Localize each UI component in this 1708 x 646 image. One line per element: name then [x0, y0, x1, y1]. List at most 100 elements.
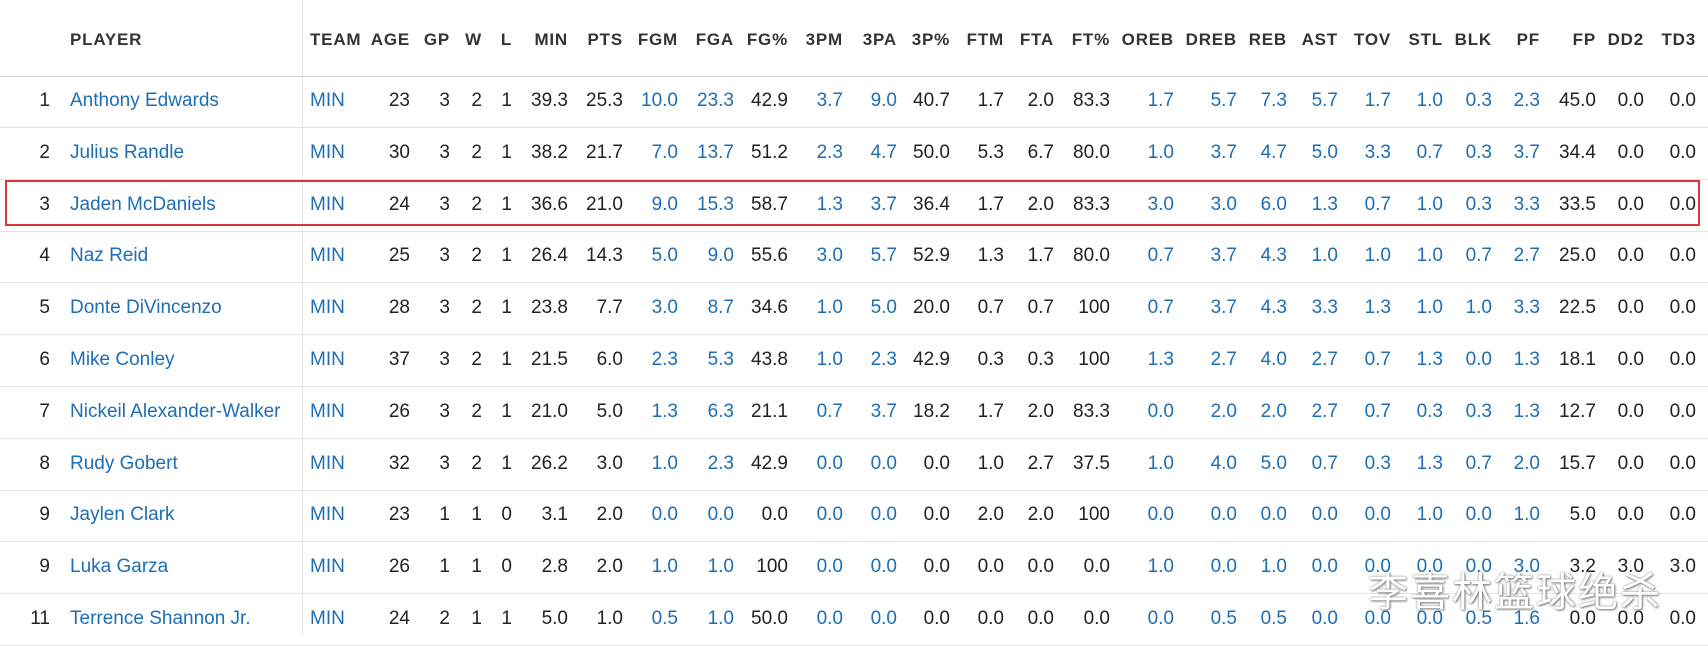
fgm-cell[interactable]: 0.5: [651, 608, 678, 629]
col-header-w[interactable]: W: [465, 30, 482, 49]
fgm-cell[interactable]: 10.0: [641, 90, 678, 111]
tpa-cell[interactable]: 5.0: [870, 297, 897, 319]
col-header-dreb[interactable]: DREB: [1185, 30, 1237, 49]
col-header-fgm[interactable]: FGM: [637, 30, 678, 49]
fgm-cell[interactable]: 9.0: [651, 193, 678, 215]
tpm-cell[interactable]: 1.0: [816, 297, 843, 319]
ast-cell[interactable]: 0.0: [1311, 556, 1338, 578]
tpa-cell[interactable]: 0.0: [870, 504, 897, 526]
reb-cell[interactable]: 4.7: [1260, 141, 1287, 163]
fgm-cell[interactable]: 1.3: [651, 400, 678, 422]
fga-cell[interactable]: 1.0: [707, 556, 734, 578]
tov-cell[interactable]: 0.3: [1364, 452, 1391, 474]
team-link[interactable]: MIN: [310, 297, 345, 319]
player-name-link[interactable]: Naz Reid: [70, 245, 149, 267]
dreb-cell[interactable]: 4.0: [1210, 452, 1237, 474]
fga-cell[interactable]: 9.0: [707, 245, 734, 267]
tov-cell[interactable]: 0.7: [1364, 400, 1391, 422]
player-name-link[interactable]: Julius Randle: [70, 141, 185, 163]
fgm-cell[interactable]: 1.0: [651, 556, 678, 578]
blk-cell[interactable]: 0.5: [1465, 608, 1492, 629]
stl-cell[interactable]: 1.3: [1416, 452, 1443, 474]
col-header-pf[interactable]: PF: [1516, 30, 1540, 49]
pf-cell[interactable]: 3.0: [1513, 556, 1540, 578]
fga-cell[interactable]: 1.0: [707, 608, 734, 629]
reb-cell[interactable]: 6.0: [1260, 193, 1287, 215]
team-link[interactable]: MIN: [310, 141, 345, 163]
reb-cell[interactable]: 0.0: [1260, 504, 1287, 526]
reb-cell[interactable]: 7.3: [1260, 90, 1287, 111]
oreb-cell[interactable]: 0.7: [1147, 297, 1174, 319]
col-header-pts[interactable]: PTS: [587, 30, 623, 49]
reb-cell[interactable]: 1.0: [1260, 556, 1287, 578]
col-header-ft-pct[interactable]: FT%: [1071, 30, 1110, 49]
tpm-cell[interactable]: 3.0: [816, 245, 843, 267]
oreb-cell[interactable]: 0.7: [1147, 245, 1174, 267]
stl-cell[interactable]: 1.0: [1416, 245, 1443, 267]
tpm-cell[interactable]: 1.0: [816, 349, 843, 370]
col-header-fga[interactable]: FGA: [695, 30, 734, 49]
ast-cell[interactable]: 3.3: [1311, 297, 1338, 319]
oreb-cell[interactable]: 1.0: [1147, 452, 1174, 474]
ast-cell[interactable]: 5.7: [1311, 90, 1338, 111]
team-link[interactable]: MIN: [310, 349, 345, 370]
col-header-3p-pct[interactable]: 3P%: [911, 30, 950, 49]
tpa-cell[interactable]: 3.7: [870, 193, 897, 215]
pf-cell[interactable]: 2.3: [1513, 90, 1540, 111]
team-link[interactable]: MIN: [310, 90, 345, 111]
col-header-fg-pct[interactable]: FG%: [746, 30, 788, 49]
stl-cell[interactable]: 1.0: [1416, 297, 1443, 319]
stl-cell[interactable]: 0.0: [1416, 608, 1443, 629]
team-link[interactable]: MIN: [310, 400, 345, 422]
fga-cell[interactable]: 8.7: [707, 297, 734, 319]
player-name-link[interactable]: Jaylen Clark: [70, 504, 175, 526]
fgm-cell[interactable]: 3.0: [651, 297, 678, 319]
blk-cell[interactable]: 0.7: [1465, 245, 1492, 267]
tov-cell[interactable]: 3.3: [1364, 141, 1391, 163]
dreb-cell[interactable]: 0.0: [1210, 504, 1237, 526]
blk-cell[interactable]: 0.3: [1465, 400, 1492, 422]
tpa-cell[interactable]: 2.3: [870, 349, 897, 370]
ast-cell[interactable]: 1.0: [1311, 245, 1338, 267]
tov-cell[interactable]: 0.7: [1364, 349, 1391, 370]
pf-cell[interactable]: 3.7: [1513, 141, 1540, 163]
col-header-ast[interactable]: AST: [1301, 30, 1338, 49]
player-name-link[interactable]: Luka Garza: [70, 556, 169, 578]
ast-cell[interactable]: 5.0: [1311, 141, 1338, 163]
tov-cell[interactable]: 1.0: [1364, 245, 1391, 267]
tpa-cell[interactable]: 4.7: [870, 141, 897, 163]
team-link[interactable]: MIN: [310, 193, 345, 215]
ast-cell[interactable]: 0.0: [1311, 504, 1338, 526]
team-link[interactable]: MIN: [310, 452, 345, 474]
oreb-cell[interactable]: 3.0: [1147, 193, 1174, 215]
col-header-player[interactable]: PLAYER: [70, 30, 143, 49]
col-header-3pm[interactable]: 3PM: [805, 30, 843, 49]
player-name-link[interactable]: Donte DiVincenzo: [70, 297, 222, 319]
col-header-tov[interactable]: TOV: [1353, 30, 1391, 49]
col-header-blk[interactable]: BLK: [1454, 30, 1492, 49]
col-header-oreb[interactable]: OREB: [1121, 30, 1174, 49]
blk-cell[interactable]: 0.0: [1465, 349, 1492, 370]
dreb-cell[interactable]: 2.7: [1210, 349, 1237, 370]
tov-cell[interactable]: 0.0: [1364, 556, 1391, 578]
dreb-cell[interactable]: 0.0: [1210, 556, 1237, 578]
col-header-fta[interactable]: FTA: [1019, 30, 1054, 49]
ast-cell[interactable]: 0.7: [1311, 452, 1338, 474]
reb-cell[interactable]: 4.3: [1260, 297, 1287, 319]
tpa-cell[interactable]: 0.0: [870, 452, 897, 474]
fga-cell[interactable]: 2.3: [707, 452, 734, 474]
pf-cell[interactable]: 1.3: [1513, 349, 1540, 370]
pf-cell[interactable]: 3.3: [1513, 297, 1540, 319]
oreb-cell[interactable]: 0.0: [1147, 608, 1174, 629]
tpm-cell[interactable]: 0.0: [816, 504, 843, 526]
tpm-cell[interactable]: 0.0: [816, 608, 843, 629]
stl-cell[interactable]: 1.0: [1416, 90, 1443, 111]
tov-cell[interactable]: 0.7: [1364, 193, 1391, 215]
tpm-cell[interactable]: 0.0: [816, 452, 843, 474]
fgm-cell[interactable]: 5.0: [651, 245, 678, 267]
blk-cell[interactable]: 0.3: [1465, 193, 1492, 215]
col-header-age[interactable]: AGE: [370, 30, 410, 49]
dreb-cell[interactable]: 3.7: [1210, 141, 1237, 163]
blk-cell[interactable]: 0.0: [1465, 556, 1492, 578]
team-link[interactable]: MIN: [310, 608, 345, 629]
